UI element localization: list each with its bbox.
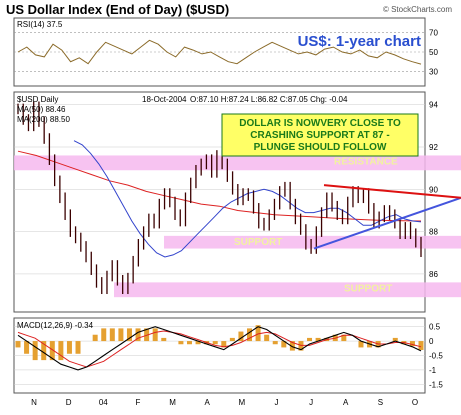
macd-histogram-bar (32, 341, 38, 361)
macd-histogram-bar (15, 341, 21, 348)
macd-histogram-bar (186, 341, 192, 345)
support-band-upper (164, 235, 461, 249)
x-tick-label: J (274, 398, 278, 407)
macd-histogram-bar (247, 328, 253, 342)
x-tick-label: S (378, 398, 383, 407)
macd-histogram-bar (264, 334, 270, 342)
x-tick-label: D (66, 398, 72, 407)
macd-histogram-bar (315, 337, 321, 342)
callout-line: PLUNGE SHOULD FOLLOW (254, 142, 387, 153)
macd-histogram-bar (101, 328, 107, 342)
rsi-tick-label: 30 (429, 67, 438, 76)
rsi-label: RSI(14) 37.5 (17, 20, 63, 29)
macd-tick-label: -0.5 (429, 352, 443, 361)
support-label-lower: SUPPORT (344, 283, 392, 294)
macd-histogram-bar (409, 341, 415, 347)
macd-histogram-bar (109, 328, 115, 342)
downtrend-line (323, 184, 461, 199)
macd-histogram-bar (41, 341, 47, 361)
price-tick-label: 90 (429, 185, 438, 194)
x-tick-label: J (309, 398, 313, 407)
macd-histogram-bar (58, 341, 64, 361)
x-tick-label: M (169, 398, 176, 407)
macd-histogram-bar (212, 341, 218, 345)
macd-histogram-bar (75, 341, 81, 354)
callout-box (221, 113, 419, 157)
macd-histogram-bar (152, 328, 158, 342)
brand-label: © StockCharts.com (383, 5, 452, 14)
uptrend-line (313, 196, 461, 250)
x-tick-label: O (412, 398, 418, 407)
macd-histogram-bar (49, 341, 55, 361)
macd-histogram-bar (358, 341, 364, 348)
macd-tick-label: -1 (429, 366, 437, 375)
macd-histogram-bar (307, 337, 313, 342)
macd-line (17, 326, 422, 371)
macd-histogram-bar (24, 341, 30, 354)
macd-histogram-bar (118, 328, 124, 342)
macd-tick-label: 0.5 (429, 323, 441, 332)
date-label: 18-Oct-2004 (142, 95, 187, 104)
macd-histogram-bar (135, 328, 141, 342)
ohlc-label: O:87.10 H:87.24 L:86.82 C:87.05 Chg: -0.… (190, 95, 348, 104)
price-tick-label: 94 (429, 101, 438, 110)
macd-histogram-bar (178, 341, 184, 345)
macd-histogram-bar (161, 337, 167, 342)
rsi-tick-label: 70 (429, 29, 438, 38)
x-tick-label: 04 (99, 398, 108, 407)
ma200-line (17, 150, 422, 222)
macd-histogram-bar (289, 341, 295, 351)
macd-histogram-bar (281, 341, 287, 348)
ma200-label: MA(200) 88.50 (17, 115, 70, 124)
rsi-tick-label: 50 (429, 48, 438, 57)
macd-tick-label: 0 (429, 337, 434, 346)
ma50-label: MA(50) 88.46 (17, 105, 66, 114)
x-tick-label: N (31, 398, 37, 407)
support-label-upper: SUPPORT (234, 237, 282, 248)
macd-histogram-bar (341, 334, 347, 342)
price-tick-label: 92 (429, 143, 438, 152)
macd-label: MACD(12,26,9) -0.34 (17, 321, 94, 330)
x-tick-label: M (238, 398, 245, 407)
chart-subtitle: US$: 1-year chart (298, 33, 421, 50)
macd-histogram-bar (418, 341, 424, 350)
macd-histogram-bar (229, 337, 235, 342)
x-tick-label: F (135, 398, 140, 407)
rsi-line (17, 39, 422, 65)
callout-line: CRASHING SUPPORT AT 87 - (250, 130, 389, 141)
macd-histogram-bar (92, 334, 98, 342)
x-tick-label: A (343, 398, 349, 407)
macd-histogram-bar (238, 331, 244, 342)
macd-histogram-bar (195, 341, 201, 345)
price-tick-label: 88 (429, 228, 438, 237)
macd-tick-label: -1.5 (429, 380, 443, 389)
resistance-label: RESISTANCE (334, 156, 398, 167)
resistance-band (14, 155, 461, 171)
chart-title: US Dollar Index (End of Day) ($USD) (6, 2, 229, 17)
ma50-line (73, 140, 422, 258)
price-tick-label: 86 (429, 270, 438, 279)
macd-histogram-bar (255, 325, 261, 342)
price-label: $USD Daily (17, 95, 58, 104)
macd-histogram-bar (392, 337, 398, 342)
macd-histogram-bar (66, 341, 72, 354)
macd-histogram-bar (272, 341, 278, 345)
macd-histogram-bar (144, 328, 150, 342)
x-tick-label: A (205, 398, 211, 407)
macd-histogram-bar (126, 328, 132, 342)
support-band-lower (114, 282, 461, 298)
macd-histogram-bar (221, 341, 227, 348)
callout-line: DOLLAR IS NOWVERY CLOSE TO (239, 118, 401, 129)
